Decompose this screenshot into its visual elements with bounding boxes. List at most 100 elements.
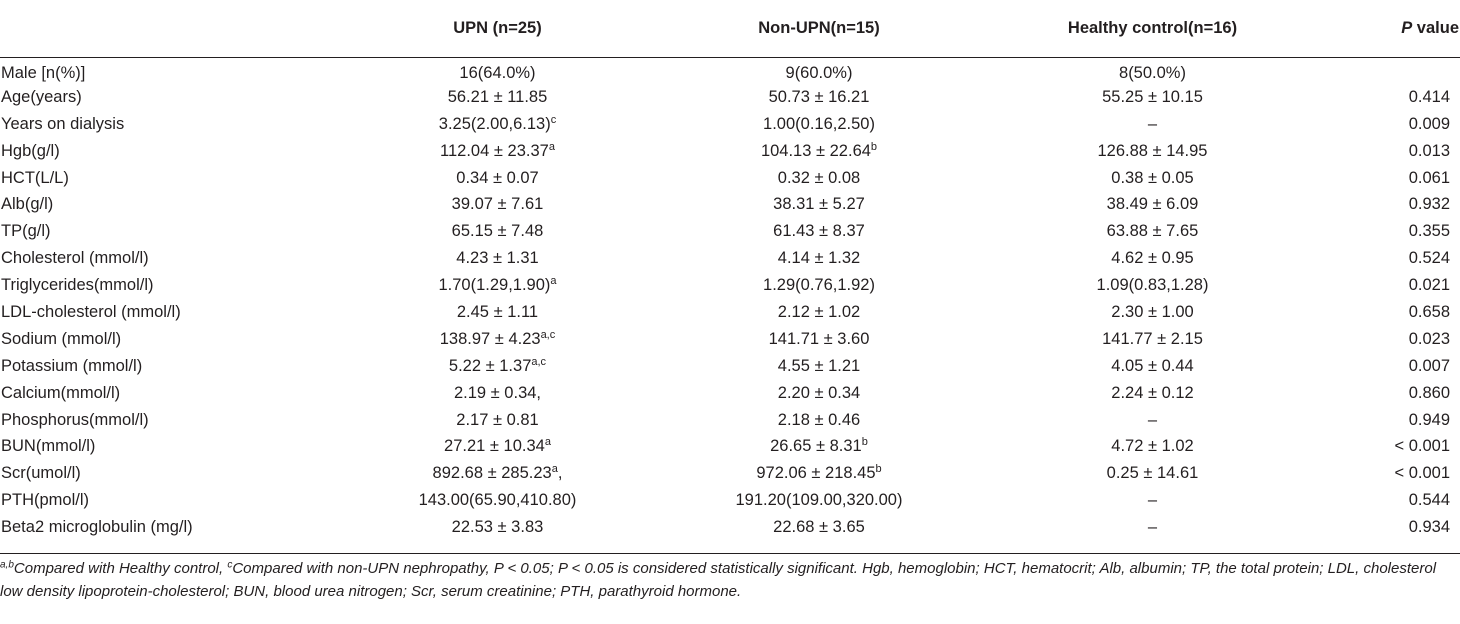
row-label: Beta2 microglobulin (mg/l) xyxy=(0,514,338,541)
cell-healthy-control: – xyxy=(981,407,1324,434)
cell-upn-value: 56.21 ± 11.85 xyxy=(447,87,548,106)
cell-non-upn-superscript: b xyxy=(875,463,882,476)
cell-non-upn-value: 1.29(0.76,1.92) xyxy=(763,276,875,295)
table-row: Beta2 microglobulin (mg/l) 22.53 ± 3.83 22… xyxy=(0,514,1460,541)
cell-p-value-value: 0.544 xyxy=(1408,491,1450,510)
cell-upn: 143.00(65.90,410.80) xyxy=(338,487,657,514)
table-row: Sodium (mmol/l) 138.97 ± 4.23a,c 141.71 ± … xyxy=(0,326,1460,353)
cell-p-value: < 0.001 xyxy=(1324,433,1460,460)
table-row: BUN(mmol/l) 27.21 ± 10.34a 26.65 ± 8.31b 4.… xyxy=(0,433,1460,460)
cell-p-value-value: 0.061 xyxy=(1408,168,1450,187)
cell-upn: 5.22 ± 1.37a,c xyxy=(338,353,657,380)
header-label-cell xyxy=(0,0,338,57)
cell-healthy-control-value: – xyxy=(1147,491,1158,510)
cell-upn-value: 0.34 ± 0.07 xyxy=(456,168,539,187)
cell-non-upn-value: 26.65 ± 8.31 xyxy=(770,437,862,456)
cell-upn-value: 143.00(65.90,410.80) xyxy=(418,491,577,510)
cell-non-upn: 4.14 ± 1.32 xyxy=(657,245,981,272)
cell-non-upn-value: 4.55 ± 1.21 xyxy=(777,356,861,375)
cell-upn-value: 3.25(2.00,6.13) xyxy=(438,114,551,133)
cell-non-upn-value: 22.68 ± 3.65 xyxy=(773,518,865,537)
row-label-value: Years on dialysis xyxy=(1,114,125,133)
row-label: Scr(umol/l) xyxy=(0,460,338,487)
cell-p-value-value: 0.414 xyxy=(1408,87,1450,106)
row-label-value: TP(g/l) xyxy=(1,222,51,241)
cell-upn-superscript: a xyxy=(548,140,555,153)
cell-upn: 3.25(2.00,6.13)c xyxy=(338,111,657,138)
row-label-value: Beta2 microglobulin (mg/l) xyxy=(1,518,193,537)
cell-p-value-value: 0.524 xyxy=(1408,249,1450,268)
cell-healthy-control: 2.30 ± 1.00 xyxy=(981,299,1324,326)
row-label: LDL-cholesterol (mmol/l) xyxy=(0,299,338,326)
cell-healthy-control-value: 2.24 ± 0.12 xyxy=(1111,383,1194,402)
row-label-value: Triglycerides(mmol/l) xyxy=(1,276,154,295)
header-upn: UPN (n=25) xyxy=(453,18,542,37)
cell-upn-value: 16(64.0%) xyxy=(459,64,536,83)
header-p-rest: value xyxy=(1412,18,1459,37)
cell-healthy-control: – xyxy=(981,514,1324,541)
cell-non-upn-value: 2.12 ± 1.02 xyxy=(777,302,861,321)
cell-upn: 4.23 ± 1.31 xyxy=(338,245,657,272)
cell-healthy-control: 38.49 ± 6.09 xyxy=(981,191,1324,218)
row-label: Sodium (mmol/l) xyxy=(0,326,338,353)
cell-non-upn: 2.20 ± 0.34 xyxy=(657,380,981,407)
cell-p-value: 0.524 xyxy=(1324,245,1460,272)
cell-upn-superscript: a xyxy=(550,275,557,288)
row-label: Male [n(%)] xyxy=(0,57,338,84)
table-row: Scr(umol/l) 892.68 ± 285.23a, 972.06 ± 218… xyxy=(0,460,1460,487)
cell-upn-superscript: a xyxy=(544,436,551,449)
header-p-value: P value xyxy=(1324,0,1460,57)
cell-healthy-control-value: 1.09(0.83,1.28) xyxy=(1096,276,1209,295)
cell-healthy-control: 0.25 ± 14.61 xyxy=(981,460,1324,487)
row-label: Hgb(g/l) xyxy=(0,138,338,165)
cell-healthy-control: 1.09(0.83,1.28) xyxy=(981,272,1324,299)
cell-p-value-value: 0.860 xyxy=(1408,383,1450,402)
header-p-italic: P xyxy=(1401,18,1413,37)
table-header: UPN (n=25) Non-UPN(n=15) Healthy control… xyxy=(0,0,1460,57)
cell-non-upn: 50.73 ± 16.21 xyxy=(657,84,981,111)
cell-upn-value: 112.04 ± 23.37 xyxy=(440,141,549,160)
row-label-value: Male [n(%)] xyxy=(1,64,86,83)
cell-upn-superscript: a xyxy=(551,463,558,476)
cell-non-upn-value: 2.18 ± 0.46 xyxy=(777,410,861,429)
cell-healthy-control-value: 63.88 ± 7.65 xyxy=(1106,222,1199,241)
cell-p-value-value: 0.949 xyxy=(1408,410,1450,429)
cell-upn-superscript: c xyxy=(550,113,557,126)
cell-p-value-value: 0.021 xyxy=(1408,276,1450,295)
row-label: Triglycerides(mmol/l) xyxy=(0,272,338,299)
cell-healthy-control: 126.88 ± 14.95 xyxy=(981,138,1324,165)
table-row: Age(years) 56.21 ± 11.85 50.73 ± 16.21 55.2… xyxy=(0,84,1460,111)
row-label: Cholesterol (mmol/l) xyxy=(0,245,338,272)
row-label: Phosphorus(mmol/l) xyxy=(0,407,338,434)
cell-p-value: 0.949 xyxy=(1324,407,1460,434)
cell-upn: 39.07 ± 7.61 xyxy=(338,191,657,218)
cell-non-upn-superscript: b xyxy=(861,436,868,449)
cell-healthy-control: – xyxy=(981,487,1324,514)
cell-upn: 2.19 ± 0.34, xyxy=(338,380,657,407)
cell-healthy-control-value: 55.25 ± 10.15 xyxy=(1102,87,1203,106)
cell-non-upn: 26.65 ± 8.31b xyxy=(657,433,981,460)
cell-p-value: 0.013 xyxy=(1324,138,1460,165)
cell-p-value: 0.021 xyxy=(1324,272,1460,299)
row-label-value: LDL-cholesterol (mmol/l) xyxy=(1,302,181,321)
row-label-value: Sodium (mmol/l) xyxy=(1,329,122,348)
row-label: HCT(L/L) xyxy=(0,165,338,192)
table-row: Male [n(%)] 16(64.0%) 9(60.0%) 8(50.0%) xyxy=(0,57,1460,84)
cell-healthy-control-value: – xyxy=(1147,518,1158,537)
cell-p-value-value: 0.355 xyxy=(1408,222,1450,241)
cell-non-upn-value: 4.14 ± 1.32 xyxy=(777,249,861,268)
cell-upn-value: 2.45 ± 1.11 xyxy=(456,302,539,321)
cell-healthy-control-value: 4.72 ± 1.02 xyxy=(1111,437,1194,456)
cell-non-upn: 1.00(0.16,2.50) xyxy=(657,111,981,138)
cell-non-upn-value: 972.06 ± 218.45 xyxy=(756,464,876,483)
cell-healthy-control-value: 0.25 ± 14.61 xyxy=(1106,464,1199,483)
row-label: Potassium (mmol/l) xyxy=(0,353,338,380)
cell-non-upn: 0.32 ± 0.08 xyxy=(657,165,981,192)
row-label-value: Alb(g/l) xyxy=(1,195,54,214)
cell-healthy-control-value: 126.88 ± 14.95 xyxy=(1097,141,1208,160)
cell-p-value: < 0.001 xyxy=(1324,460,1460,487)
cell-p-value-value: 0.023 xyxy=(1408,329,1450,348)
cell-p-value: 0.007 xyxy=(1324,353,1460,380)
cell-upn-value: 65.15 ± 7.48 xyxy=(451,222,544,241)
